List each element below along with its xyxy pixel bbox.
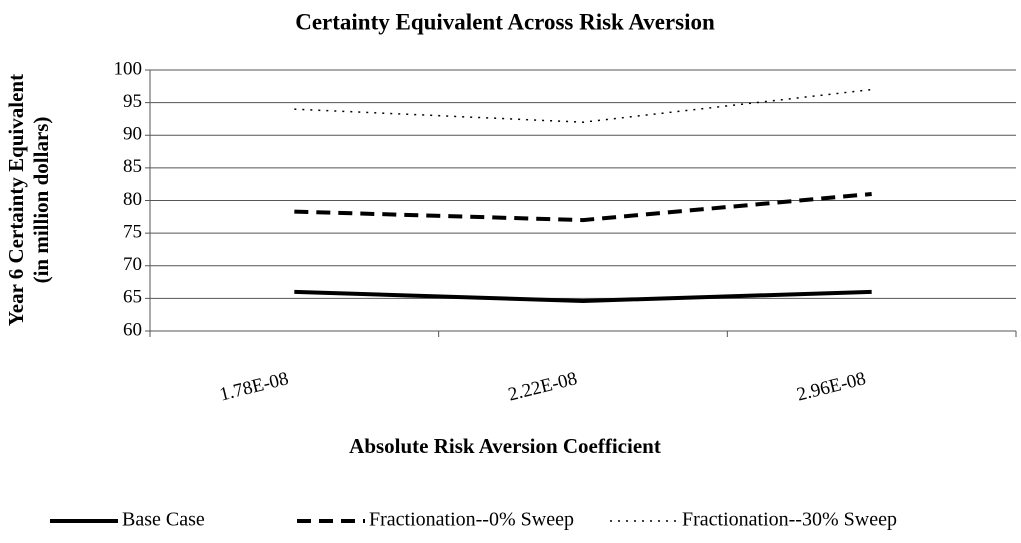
x-tick-label: 2.22E-08 [506, 368, 579, 405]
x-tick-label: 2.96E-08 [795, 368, 868, 405]
y-tick-label: 75 [123, 221, 142, 242]
legend-label: Base Case [122, 509, 205, 531]
x-tick-label: 1.78E-08 [217, 368, 290, 405]
chart-title: Certainty Equivalent Across Risk Aversio… [295, 9, 715, 34]
y-tick-label: 70 [123, 254, 142, 275]
y-axis-label: (in million dollars) [29, 117, 53, 284]
x-axis-label: Absolute Risk Aversion Coefficient [349, 434, 661, 458]
series-line [294, 289, 872, 303]
y-tick-label: 80 [123, 189, 142, 210]
legend-label: Fractionation--0% Sweep [369, 509, 574, 531]
y-tick-label: 60 [123, 319, 142, 340]
y-tick-label: 85 [123, 156, 142, 177]
y-tick-label: 65 [123, 287, 142, 308]
y-tick-label: 90 [123, 124, 142, 145]
series-line [294, 88, 872, 123]
legend-label: Fractionation--30% Sweep [682, 509, 897, 531]
series-line [294, 191, 872, 223]
y-axis-label: Year 6 Certainty Equivalent [4, 74, 28, 326]
y-tick-label: 100 [114, 58, 143, 79]
y-tick-label: 95 [123, 91, 142, 112]
